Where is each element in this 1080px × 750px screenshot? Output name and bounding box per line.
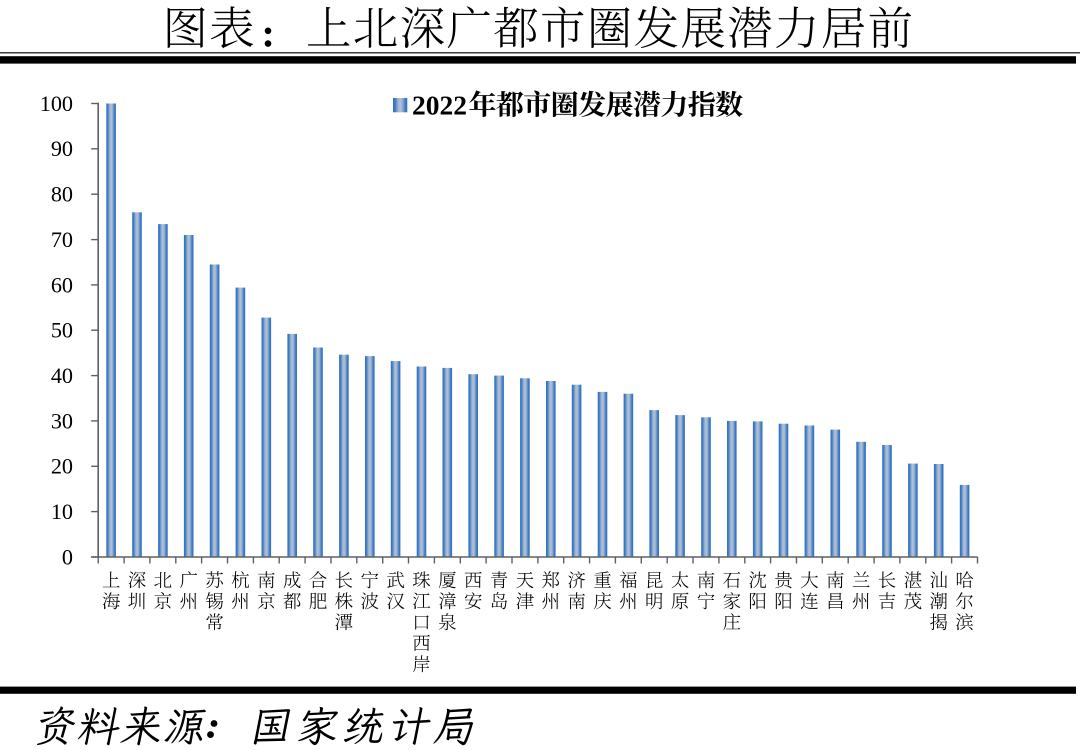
svg-text:30: 30	[51, 408, 73, 433]
svg-text:50: 50	[51, 318, 73, 343]
svg-text:100: 100	[40, 91, 73, 116]
svg-text:2022: 2022	[412, 90, 467, 121]
svg-text:70: 70	[51, 227, 73, 252]
svg-text:60: 60	[51, 272, 73, 297]
svg-text:90: 90	[51, 136, 73, 161]
svg-text:0: 0	[62, 544, 73, 569]
svg-text:40: 40	[51, 363, 73, 388]
svg-text:80: 80	[51, 182, 73, 207]
svg-text:20: 20	[51, 454, 73, 479]
svg-text:10: 10	[51, 499, 73, 524]
